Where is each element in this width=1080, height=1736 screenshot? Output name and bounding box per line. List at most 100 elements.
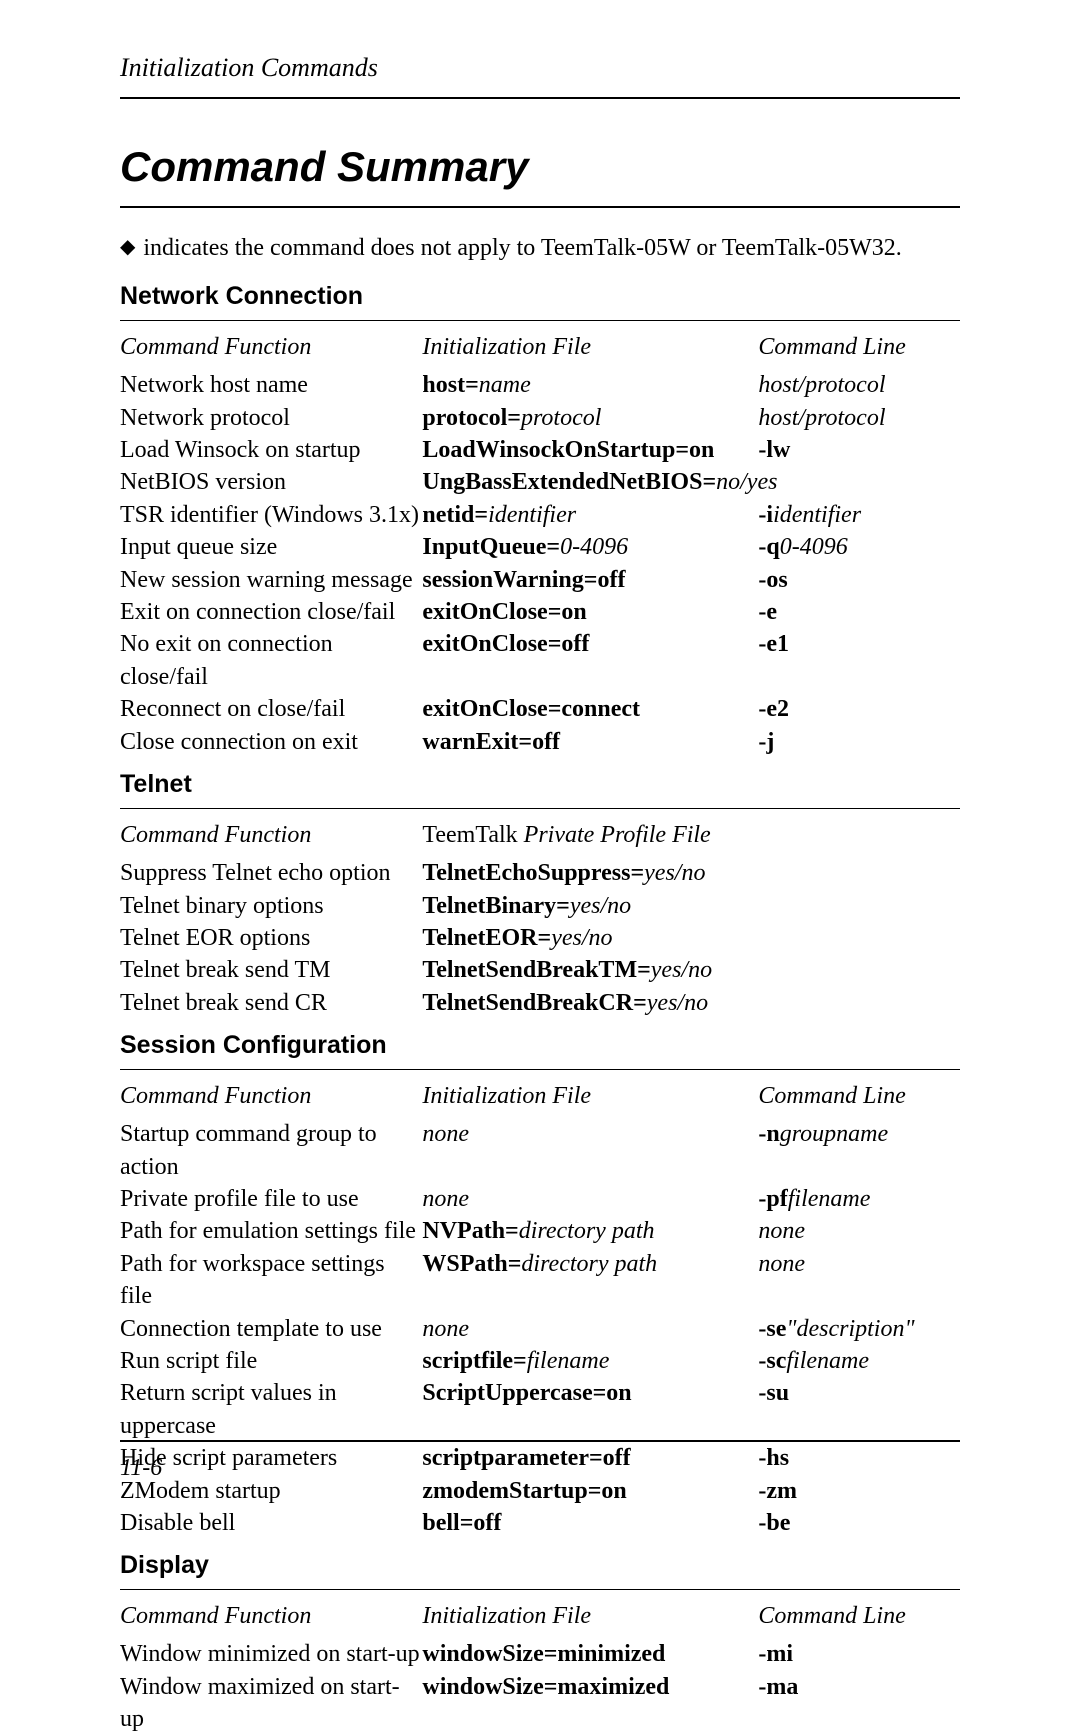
cell-init-file: none [422, 1183, 758, 1215]
table-row: No exit on connection close/failexitOnCl… [120, 628, 960, 693]
cell-init-file: scriptfile=filename [422, 1345, 758, 1377]
table-row: Run script filescriptfile=filename-scfil… [120, 1345, 960, 1377]
cell-init-file: windowSize=minimized [422, 1638, 758, 1670]
table-row: Connection template to usenone-se"descri… [120, 1313, 960, 1345]
cell-function: Exit on connection close/fail [120, 596, 422, 628]
cell-init-file: WSPath=directory path [422, 1248, 758, 1313]
cell-cmdline: -ngroupname [758, 1118, 960, 1183]
note-row: ◆ indicates the command does not apply t… [120, 232, 960, 264]
cell-init-file: InputQueue=0-4096 [422, 531, 758, 563]
cell-init-file: ScriptUppercase=on [422, 1377, 758, 1442]
cell-cmdline: -be [758, 1507, 960, 1539]
table-row: Telnet binary optionsTelnetBinary=yes/no [120, 890, 960, 922]
cell-function: Window maximized on start-up [120, 1671, 422, 1736]
cell-cmdline: -iidentifier [758, 499, 960, 531]
header-col2: Initialization File [422, 1600, 758, 1632]
cell-function: Network host name [120, 369, 422, 401]
table-row: TSR identifier (Windows 3.1x)netid=ident… [120, 499, 960, 531]
cell-function: Window minimized on start-up [120, 1638, 422, 1670]
header-col1: Command Function [120, 1600, 422, 1632]
cell-cmdline: -pffilename [758, 1183, 960, 1215]
cell-init-file: host=name [422, 369, 758, 401]
table-row: Startup command group to actionnone-ngro… [120, 1118, 960, 1183]
cell-function: Run script file [120, 1345, 422, 1377]
cell-function: Reconnect on close/fail [120, 693, 422, 725]
table-row: Window maximized on start-upwindowSize=m… [120, 1671, 960, 1736]
header-col3: Command Line [758, 1080, 960, 1112]
cell-init-file: protocol=protocol [422, 402, 758, 434]
cell-function: Path for workspace settings file [120, 1248, 422, 1313]
table-row: Network protocolprotocol=protocolhost/pr… [120, 402, 960, 434]
cell-cmdline: -os [758, 564, 960, 596]
header-col2-plain: TeemTalk [422, 822, 523, 848]
table-header: Command Function Initialization File Com… [120, 1600, 960, 1632]
table-row: Reconnect on close/failexitOnClose=conne… [120, 693, 960, 725]
cell-cmdline: none [758, 1248, 960, 1313]
table-row: Window minimized on start-upwindowSize=m… [120, 1638, 960, 1670]
table-row: Telnet break send TMTelnetSendBreakTM=ye… [120, 954, 960, 986]
header-col2: Initialization File [422, 1080, 758, 1112]
cell-init-file: sessionWarning=off [422, 564, 758, 596]
cell-init-file: TelnetSendBreakCR=yes/no [422, 987, 758, 1019]
network-table: Command Function Initialization File Com… [120, 331, 960, 758]
cell-init-file: TelnetBinary=yes/no [422, 890, 758, 922]
cell-function: Telnet EOR options [120, 922, 422, 954]
cell-init-file: TelnetSendBreakTM=yes/no [422, 954, 758, 986]
table-row: Network host namehost=namehost/protocol [120, 369, 960, 401]
cell-function: No exit on connection close/fail [120, 628, 422, 693]
cell-cmdline: -e1 [758, 628, 960, 693]
cell-cmdline: host/protocol [758, 369, 960, 401]
cell-init-file: netid=identifier [422, 499, 758, 531]
cell-function: TSR identifier (Windows 3.1x) [120, 499, 422, 531]
cell-init-file: exitOnClose=off [422, 628, 758, 693]
cell-cmdline: -e [758, 596, 960, 628]
table-row: New session warning messagesessionWarnin… [120, 564, 960, 596]
cell-function: Path for emulation settings file [120, 1215, 422, 1247]
cell-cmdline: -lw [758, 434, 960, 466]
table-header: Command Function Initialization File Com… [120, 331, 960, 363]
table-row: Private profile file to usenone-pffilena… [120, 1183, 960, 1215]
cell-init-file: bell=off [422, 1507, 758, 1539]
cell-init-file: warnExit=off [422, 726, 758, 758]
cell-cmdline [758, 466, 960, 498]
cell-function: Startup command group to action [120, 1118, 422, 1183]
cell-cmdline: -e2 [758, 693, 960, 725]
header-col3: Command Line [758, 1600, 960, 1632]
cell-init-file: none [422, 1313, 758, 1345]
table-row: Return script values in uppercaseScriptU… [120, 1377, 960, 1442]
running-head: Initialization Commands [120, 50, 960, 99]
telnet-table: Command Function TeemTalk Private Profil… [120, 819, 960, 1019]
cell-cmdline: -se"description" [758, 1313, 960, 1345]
table-row: NetBIOS versionUngBassExtendedNetBIOS=no… [120, 466, 960, 498]
cell-function: Telnet break send CR [120, 987, 422, 1019]
table-row: Path for emulation settings fileNVPath=d… [120, 1215, 960, 1247]
note-text: indicates the command does not apply to … [143, 232, 901, 264]
cell-init-file: none [422, 1118, 758, 1183]
cell-function: Input queue size [120, 531, 422, 563]
cell-init-file: TelnetEchoSuppress=yes/no [422, 857, 758, 889]
cell-function: Load Winsock on startup [120, 434, 422, 466]
cell-cmdline: -ma [758, 1671, 960, 1736]
table-row: Disable bellbell=off-be [120, 1507, 960, 1539]
footer: 11-6 [120, 1440, 960, 1484]
cell-cmdline: -j [758, 726, 960, 758]
cell-function: New session warning message [120, 564, 422, 596]
table-header: Command Function Initialization File Com… [120, 1080, 960, 1112]
cell-function: Suppress Telnet echo option [120, 857, 422, 889]
table-row: Path for workspace settings fileWSPath=d… [120, 1248, 960, 1313]
cell-init-file: UngBassExtendedNetBIOS=no/yes [422, 466, 758, 498]
table-row: Load Winsock on startupLoadWinsockOnStar… [120, 434, 960, 466]
header-col1: Command Function [120, 331, 422, 363]
header-col2: Initialization File [422, 331, 758, 363]
section-title-session: Session Configuration [120, 1029, 960, 1070]
cell-cmdline: -scfilename [758, 1345, 960, 1377]
cell-function: Telnet binary options [120, 890, 422, 922]
header-col1: Command Function [120, 819, 422, 851]
table-row: Telnet EOR optionsTelnetEOR=yes/no [120, 922, 960, 954]
cell-cmdline: host/protocol [758, 402, 960, 434]
section-title-display: Display [120, 1549, 960, 1590]
cell-function: Connection template to use [120, 1313, 422, 1345]
cell-function: Disable bell [120, 1507, 422, 1539]
table-row: Suppress Telnet echo optionTelnetEchoSup… [120, 857, 960, 889]
cell-cmdline: -q0-4096 [758, 531, 960, 563]
